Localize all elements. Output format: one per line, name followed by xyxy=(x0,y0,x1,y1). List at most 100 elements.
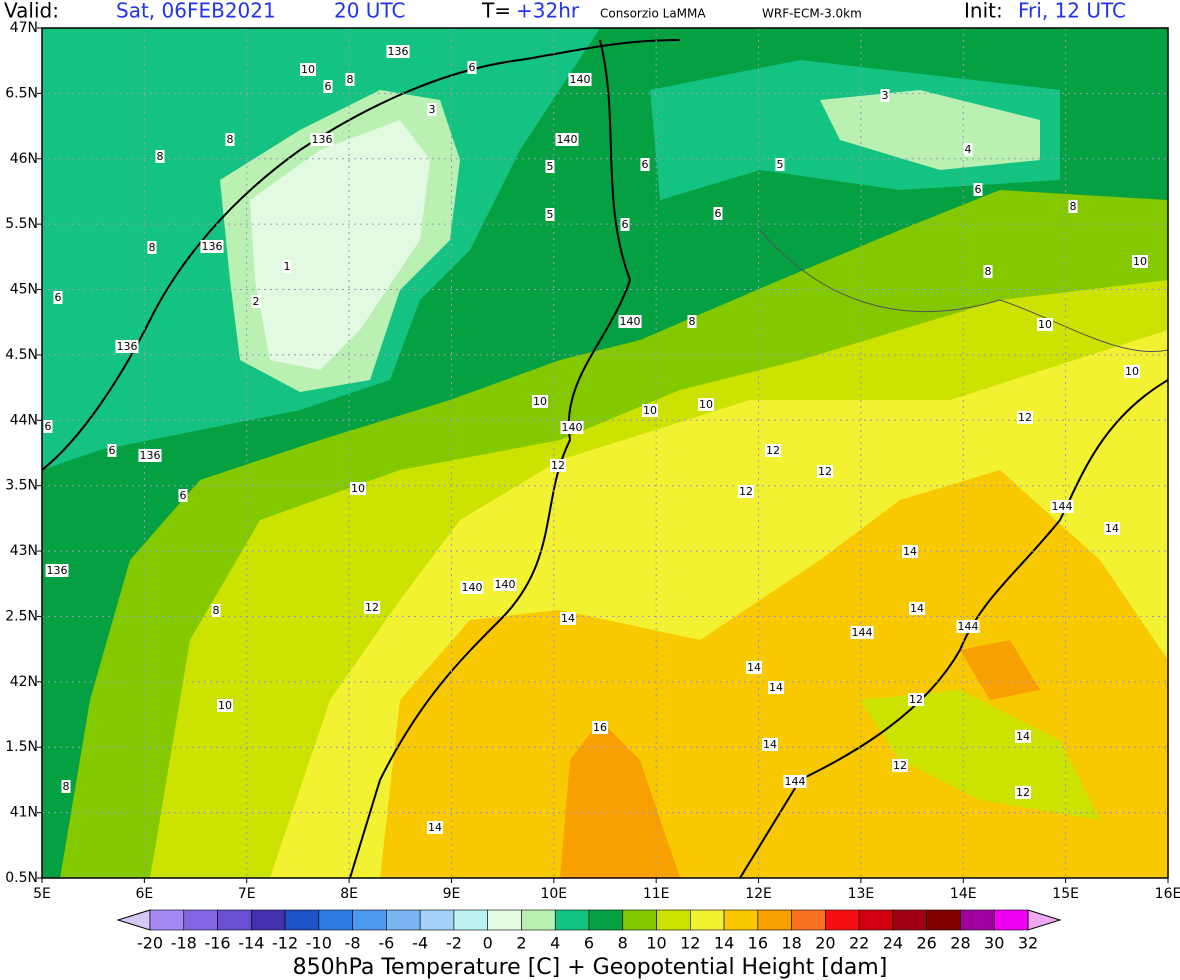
contour-label: 10 xyxy=(1038,318,1052,331)
contour-label-box xyxy=(768,681,784,694)
lat-tick-label: 4.5N xyxy=(5,347,38,363)
contour-label-box xyxy=(1050,500,1074,513)
contour-label-box xyxy=(211,604,221,617)
contour-label: 10 xyxy=(533,395,547,408)
contour-label-box xyxy=(364,601,380,614)
contour-label-box xyxy=(155,150,165,163)
lat-tick-label: 5.5N xyxy=(5,216,38,232)
contour-label: 12 xyxy=(739,485,753,498)
contour-label-box xyxy=(909,602,925,615)
colorbar-label: -14 xyxy=(238,934,264,953)
colorbar-box xyxy=(656,909,691,931)
colorbar-end xyxy=(1027,909,1062,931)
height-contour xyxy=(739,379,1168,878)
contour-label: 12 xyxy=(909,693,923,706)
contour-label-box xyxy=(560,421,584,434)
model: WRF-ECM-3.0km xyxy=(762,7,862,21)
field-2 xyxy=(250,120,430,370)
contour-label-box xyxy=(493,578,517,591)
contour-label: 140 xyxy=(495,578,516,591)
colorbar-label: 18 xyxy=(781,934,801,953)
colorbar-label: 32 xyxy=(1018,934,1038,953)
contour-label-box xyxy=(545,208,555,221)
colorbar-box xyxy=(352,909,387,931)
lat-tick-label: 43N xyxy=(10,543,38,559)
colorbar-end xyxy=(116,909,151,931)
contour-label: 140 xyxy=(562,421,583,434)
contour-label: 14 xyxy=(769,681,783,694)
contour-label-box xyxy=(560,612,576,625)
colorbar-label: 20 xyxy=(815,934,835,953)
contour-label: 8 xyxy=(347,73,354,86)
contour-label-box xyxy=(53,291,63,304)
contour-label-box xyxy=(762,738,778,751)
init-label: Init: xyxy=(964,0,1003,23)
contour-label-box xyxy=(620,218,630,231)
lon-tick-label: 5E xyxy=(33,886,51,902)
colorbar-box xyxy=(892,909,927,931)
lon-tick-label: 16E xyxy=(1155,886,1180,902)
contour-label: 6 xyxy=(975,183,982,196)
contour-label: 5 xyxy=(547,160,554,173)
contour-label: 12 xyxy=(551,459,565,472)
lon-tick-label: 13E xyxy=(848,886,875,902)
contour-label: 144 xyxy=(958,620,979,633)
contour-label-box xyxy=(310,133,334,146)
contour-label: 5 xyxy=(777,158,784,171)
contour-label-box xyxy=(427,821,443,834)
colorbar-box xyxy=(183,909,218,931)
contour-label-box xyxy=(225,133,235,146)
contour-label-box xyxy=(1017,411,1033,424)
contour-label-box xyxy=(1037,318,1053,331)
contour-label-box xyxy=(880,89,890,102)
colorbar-box xyxy=(926,909,961,931)
contour-label-box xyxy=(217,699,233,712)
contour-label-box xyxy=(817,465,833,478)
lat-tick-label: 41N xyxy=(10,805,38,821)
contour-label: 6 xyxy=(325,80,332,93)
contour-label: 8 xyxy=(689,315,696,328)
contour-label-box xyxy=(460,581,484,594)
colorbar-label: -12 xyxy=(272,934,298,953)
lon-tick-label: 12E xyxy=(745,886,772,902)
lat-tick-label: 46N xyxy=(10,151,38,167)
colorbar-box xyxy=(791,909,826,931)
contour-label-box xyxy=(107,444,117,457)
field-18 xyxy=(560,640,1040,878)
lon-tick-label: 11E xyxy=(643,886,670,902)
contour-label: 10 xyxy=(1125,365,1139,378)
contour-label: 136 xyxy=(140,449,161,462)
contour-label: 6 xyxy=(45,420,52,433)
contour-label: 6 xyxy=(715,207,722,220)
contour-label-box xyxy=(178,489,188,502)
colorbar-label: 28 xyxy=(950,934,970,953)
lat-tick-label: 1.5N xyxy=(5,739,38,755)
lat-tick-label: 0.5N xyxy=(5,870,38,886)
contour-label: 8 xyxy=(149,241,156,254)
contour-label-box xyxy=(713,207,723,220)
contour-label: 140 xyxy=(620,315,641,328)
contour-label: 10 xyxy=(301,63,315,76)
contour-label: 12 xyxy=(893,759,907,772)
contour-label-box xyxy=(550,459,566,472)
lat-tick-label: 42N xyxy=(10,674,38,690)
contour-label-box xyxy=(983,265,993,278)
contour-label-box xyxy=(1104,522,1120,535)
contour-label-box xyxy=(642,404,658,417)
coastline xyxy=(759,229,1168,352)
source: Consorzio LaMMA xyxy=(600,7,706,21)
contour-label: 144 xyxy=(1052,500,1073,513)
colorbar-box xyxy=(453,909,488,931)
lat-tick-label: 2.5N xyxy=(5,608,38,624)
contour-label: 136 xyxy=(117,340,138,353)
contour-label: 6 xyxy=(622,218,629,231)
colorbar-box xyxy=(318,909,353,931)
lat-tick-label: 3.5N xyxy=(5,478,38,494)
contour-label: 136 xyxy=(312,133,333,146)
contour-label-box xyxy=(532,395,548,408)
height-contour xyxy=(42,39,681,471)
colorbar-box xyxy=(825,909,860,931)
contour-label: 140 xyxy=(557,133,578,146)
colorbar-label: 0 xyxy=(483,934,493,953)
